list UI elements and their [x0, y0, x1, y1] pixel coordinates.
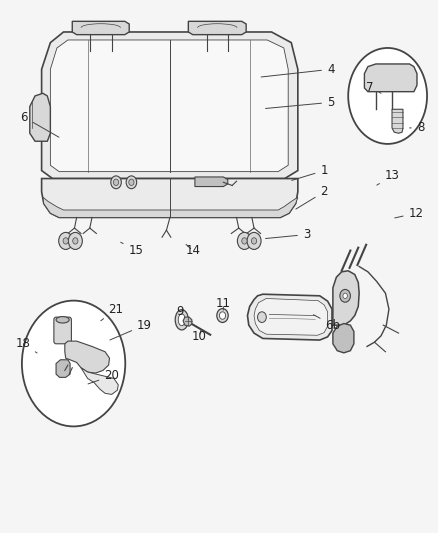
Text: 19: 19	[110, 319, 152, 340]
Ellipse shape	[56, 317, 69, 323]
Polygon shape	[43, 197, 298, 217]
Ellipse shape	[219, 312, 226, 319]
Circle shape	[73, 238, 78, 244]
Text: 11: 11	[216, 297, 231, 310]
Polygon shape	[50, 40, 288, 172]
Polygon shape	[65, 341, 110, 373]
Polygon shape	[81, 368, 118, 394]
Text: 6: 6	[20, 111, 59, 137]
Polygon shape	[30, 93, 50, 141]
Ellipse shape	[175, 310, 188, 330]
Circle shape	[251, 238, 257, 244]
Polygon shape	[247, 294, 332, 340]
Polygon shape	[42, 32, 298, 179]
Polygon shape	[333, 271, 359, 325]
Text: 18: 18	[15, 337, 37, 353]
Polygon shape	[254, 298, 328, 335]
Text: 14: 14	[185, 244, 200, 257]
Polygon shape	[195, 177, 228, 187]
Polygon shape	[392, 109, 403, 133]
Polygon shape	[42, 179, 298, 217]
Text: 10: 10	[192, 330, 207, 343]
Text: 3: 3	[265, 228, 310, 241]
Polygon shape	[333, 324, 354, 353]
Text: 21: 21	[101, 303, 124, 321]
Text: 13: 13	[377, 169, 399, 185]
Circle shape	[343, 293, 347, 298]
Circle shape	[68, 232, 82, 249]
Polygon shape	[183, 317, 192, 326]
Circle shape	[22, 301, 125, 426]
Circle shape	[63, 238, 68, 244]
Text: 4: 4	[261, 63, 335, 77]
Circle shape	[126, 176, 137, 189]
Text: 1: 1	[292, 164, 328, 180]
Circle shape	[258, 312, 266, 322]
Text: 9: 9	[176, 305, 188, 320]
Circle shape	[111, 176, 121, 189]
Circle shape	[237, 232, 251, 249]
Circle shape	[113, 179, 119, 185]
Text: 7: 7	[366, 82, 381, 94]
Text: 2: 2	[296, 185, 328, 209]
Circle shape	[242, 238, 247, 244]
Circle shape	[59, 232, 73, 249]
Text: 20: 20	[88, 369, 119, 384]
Text: 8: 8	[410, 122, 424, 134]
Polygon shape	[364, 64, 417, 92]
FancyBboxPatch shape	[54, 317, 71, 344]
Ellipse shape	[178, 314, 185, 326]
Circle shape	[247, 232, 261, 249]
Text: 6b: 6b	[314, 314, 340, 332]
Circle shape	[348, 48, 427, 144]
Polygon shape	[72, 21, 129, 35]
Circle shape	[340, 289, 350, 302]
Circle shape	[129, 179, 134, 185]
Text: 12: 12	[395, 207, 424, 220]
Polygon shape	[188, 21, 246, 35]
Polygon shape	[56, 360, 70, 377]
Text: 15: 15	[121, 243, 143, 257]
Text: 5: 5	[265, 96, 334, 109]
Ellipse shape	[217, 309, 228, 322]
